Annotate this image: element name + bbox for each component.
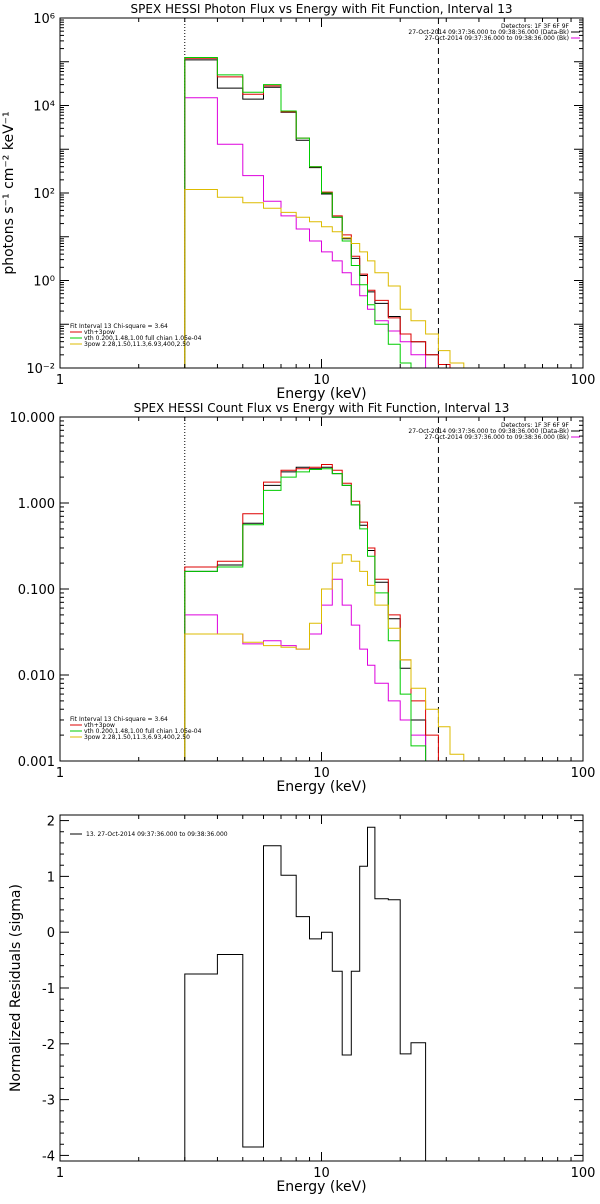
x-tick-label: 100: [571, 766, 596, 781]
x-tick-label: 10: [313, 373, 330, 388]
chart-title: SPEX HESSI Photon Flux vs Energy with Fi…: [131, 2, 513, 16]
legend-top-entry: 27-Oct-2014 09:37:36.000 to 09:38:36.000…: [425, 35, 569, 42]
x-tick-label: 10: [313, 766, 330, 781]
y-tick-label: 10⁰: [33, 275, 55, 290]
y-tick-label: 1: [47, 870, 55, 885]
series-line-3pow: [184, 554, 465, 761]
legend-fit-entry: vth+3pow: [84, 329, 115, 336]
legend-top-entry: Detectors: 1F 3F 6F 9F: [501, 23, 570, 30]
y-tick-label: -2: [42, 1038, 55, 1053]
plot-area: [184, 18, 465, 368]
series-line-13. 27-Oct-2014 09:37:36.000 to 09:38:36.000: [184, 826, 427, 1161]
chart-panel-1: SPEX HESSI Photon Flux vs Energy with Fi…: [1, 2, 595, 402]
plot-area: [184, 826, 427, 1161]
x-axis-label: Energy (keV): [276, 779, 366, 795]
y-tick-label: -3: [42, 1094, 55, 1109]
x-axis-label: Energy (keV): [276, 1179, 366, 1195]
plot-area: [184, 417, 465, 761]
legend-top-entry: 27-Oct-2014 09:37:36.000 to 09:38:36.000…: [408, 29, 569, 36]
legend-top-entry: 27-Oct-2014 09:37:36.000 to 09:38:36.000…: [425, 434, 569, 441]
series-line-Data-Bk: [184, 466, 427, 761]
x-axis-label: Energy (keV): [276, 386, 366, 402]
legend-fit-entry: vth 0.200,1.48,1.00 full chian 1.05e-04: [84, 728, 202, 735]
legend-top-entry: 27-Oct-2014 09:37:36.000 to 09:38:36.000…: [408, 428, 569, 435]
y-tick-label: 10⁴: [33, 100, 55, 115]
x-tick-label: 1: [56, 766, 64, 781]
plot-frame: [59, 814, 584, 1162]
x-tick-label: 10: [313, 1166, 330, 1181]
x-tick-label: 1: [56, 373, 64, 388]
legend-fit-entry: vth+3pow: [84, 722, 115, 729]
y-tick-label: 10⁻²: [26, 362, 55, 377]
legend-top-entry: 13. 27-Oct-2014 09:37:36.000 to 09:38:36…: [86, 831, 228, 838]
y-tick-label: 0.001: [18, 755, 55, 770]
chart-panel-3: 1 10 100 -4 -3 -2 -1 0 1 2 Energy (keV) Normalized …: [8, 814, 596, 1195]
chart-title: SPEX HESSI Count Flux vs Energy with Fit…: [134, 401, 510, 415]
y-tick-label: 10⁶: [33, 12, 55, 27]
y-axis-label: photons s⁻¹ cm⁻² keV⁻¹: [1, 111, 17, 274]
y-tick-label: 2: [47, 815, 55, 830]
legend-top-entry: Detectors: 1F 3F 6F 9F: [501, 422, 570, 429]
series-line-vth: [184, 468, 427, 761]
series-line-vth+3pow: [184, 57, 451, 368]
legend-fit-entry: vth 0.200,1.48,1.00 full chian 1.05e-04: [84, 335, 202, 342]
y-tick-label: 10²: [33, 187, 55, 202]
series-line-3pow: [184, 189, 465, 368]
series-line-Bk: [184, 578, 427, 761]
y-tick-label: 1.000: [18, 497, 55, 512]
y-tick-label: 0.010: [18, 669, 55, 684]
y-tick-label: 0: [47, 926, 55, 941]
series-line-Bk: [184, 97, 427, 368]
y-tick-label: 0.100: [18, 583, 55, 598]
x-tick-label: 100: [571, 1166, 596, 1181]
y-tick-label: 10.000: [10, 411, 56, 426]
y-axis-label: Normalized Residuals (sigma): [8, 884, 24, 1092]
y-tick-label: -1: [42, 982, 55, 997]
legend-fit-title: Fit Interval 13 Chi-square = 3.64: [70, 323, 168, 330]
series-line-vth: [184, 57, 412, 368]
legend-fit-title: Fit Interval 13 Chi-square = 3.64: [70, 716, 168, 723]
x-tick-label: 1: [56, 1166, 64, 1181]
legend-fit-entry: 3pow 2.28,1.50,11.3,6.93,400,2.50: [84, 734, 190, 741]
x-tick-label: 100: [571, 373, 596, 388]
y-tick-label: -4: [42, 1149, 55, 1164]
legend-fit-entry: 3pow 2.28,1.50,11.3,6.93,400,2.50: [84, 341, 190, 348]
chart-panel-2: SPEX HESSI Count Flux vs Energy with Fit…: [10, 401, 596, 795]
